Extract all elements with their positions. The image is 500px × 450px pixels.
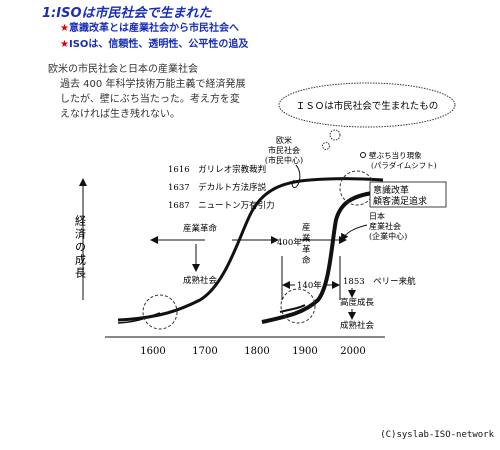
japan-growth-curve [261, 190, 384, 324]
japan-curve-segment [279, 304, 306, 313]
svg-text:業: 業 [302, 233, 311, 244]
wall-label-sub: (パラダイムシフト) [371, 160, 437, 170]
intro-heading: 欧米の市民社会と日本の産業社会 [48, 64, 198, 75]
intro-line: えなければ生き残れない。 [60, 109, 180, 120]
bullet-consciousness-reform: ★意識改革とは産業社会から市民社会へ [60, 19, 239, 34]
star-icon: ★ [60, 23, 69, 34]
svg-text:命: 命 [302, 255, 311, 266]
western-pointer [291, 164, 301, 189]
customer-satisfaction: 顧客満足追求 [373, 195, 427, 207]
intro-text: 欧米の市民社会と日本の産業社会 過去 400 年科学技術万能主義で経済発展 した… [48, 62, 290, 122]
copyright: (C)syslab-ISO-network [380, 430, 494, 440]
bullet-iso-trust: ★ISOは、信頼性、透明性、公平性の追及 [60, 35, 248, 50]
western-civil-label: 欧米 市民社会 (市民中心) [265, 135, 303, 165]
industrial-revolution-right: 産 業 革 命 [302, 222, 311, 266]
wall-label: 壁ぶち当り現象 [369, 150, 422, 160]
x-tick-label: 1900 [292, 346, 317, 357]
svg-text:革: 革 [302, 244, 311, 255]
svg-text:(市民中心): (市民中心) [265, 155, 303, 165]
svg-text:産: 産 [302, 222, 311, 233]
history-events: 1616 ガリレオ宗教裁判 1637 デカルト方法序説 1687 ニュートン万有… [168, 164, 275, 211]
wall-circle-left [142, 294, 178, 330]
wall-circle-japan [280, 288, 316, 324]
event-1637: 1637 デカルト方法序説 [168, 182, 267, 193]
bubble-text: ＩＳＯは市民社会で生まれたもの [296, 100, 439, 112]
bullet-text: 意識改革とは産業社会から市民社会へ [68, 23, 239, 34]
mature-society-left: 成熟社会 [183, 275, 218, 286]
japan-pointer [341, 224, 368, 242]
svg-text:産業社会: 産業社会 [369, 221, 401, 231]
bullet-text: ISOは、信頼性、透明性、公平性の追及 [68, 39, 249, 50]
svg-text:市民社会: 市民社会 [268, 145, 300, 155]
span-140-label: 140年 [297, 280, 322, 291]
intro-line: したが、壁にぶち当たった。考え方を変 [60, 94, 240, 105]
western-growth-curve-lower [117, 312, 161, 324]
high-growth-label: 高度成長 [340, 297, 375, 308]
event-1687: 1687 ニュートン万有引力 [168, 200, 275, 211]
span-400-label: 400年 [277, 237, 302, 248]
svg-text:欧米: 欧米 [276, 135, 292, 145]
japan-industrial-label: 日本 産業社会 (企業中心) [369, 211, 407, 241]
svg-text:(企業中心): (企業中心) [369, 231, 407, 241]
x-tick-label: 1600 [140, 346, 165, 357]
y-axis-label: 経済の成長 [74, 215, 87, 280]
intro-line: 過去 400 年科学技術万能主義で経済発展 [60, 79, 246, 90]
reform-box [369, 181, 447, 208]
thought-bubble: ＩＳＯは市民社会で生まれたもの [278, 82, 456, 150]
svg-text:日本: 日本 [369, 211, 385, 221]
industrial-revolution-label: 産業革命 [183, 223, 218, 234]
page-title: 1:ISOは市民社会で生まれた [42, 6, 212, 21]
consciousness-reform: 意識改革 [373, 184, 409, 196]
perry-label: 1853 ペリー来航 [343, 276, 416, 287]
x-tick-labels: 1600 1700 1800 1900 2000 [140, 346, 365, 357]
mature-society-right: 成熟社会 [340, 320, 375, 331]
star-icon: ★ [60, 39, 69, 50]
x-tick-label: 1700 [192, 346, 217, 357]
x-tick-label: 2000 [340, 346, 365, 357]
wall-bullet-icon [360, 152, 366, 158]
event-1616: 1616 ガリレオ宗教裁判 [168, 164, 266, 175]
wall-circle-top [339, 170, 375, 206]
western-growth-curve [117, 177, 384, 322]
x-tick-label: 1800 [244, 346, 269, 357]
